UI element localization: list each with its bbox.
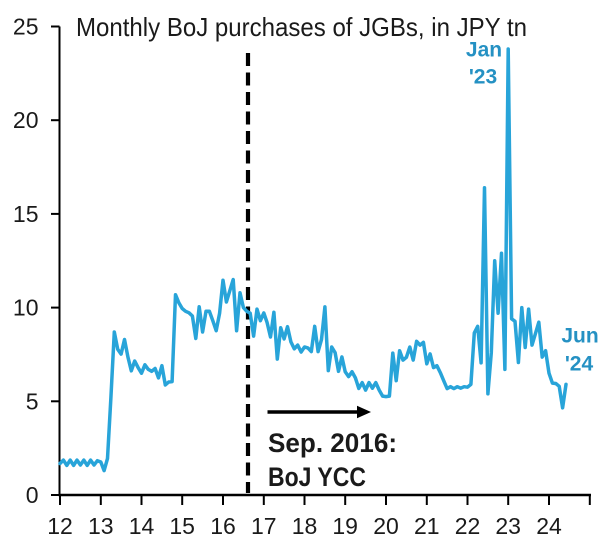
- svg-text:12: 12: [47, 513, 73, 539]
- svg-text:24: 24: [536, 513, 562, 539]
- svg-text:19: 19: [332, 513, 358, 539]
- svg-text:10: 10: [13, 295, 39, 321]
- svg-text:BoJ YCC: BoJ YCC: [268, 462, 366, 492]
- svg-text:15: 15: [169, 513, 195, 539]
- svg-text:17: 17: [251, 513, 277, 539]
- svg-text:'24: '24: [565, 353, 594, 376]
- svg-text:21: 21: [414, 513, 440, 539]
- svg-text:0: 0: [26, 482, 39, 508]
- svg-text:14: 14: [129, 513, 155, 539]
- svg-text:Jan: Jan: [466, 39, 502, 62]
- svg-text:15: 15: [13, 201, 39, 227]
- svg-text:Monthly BoJ purchases of JGBs,: Monthly BoJ purchases of JGBs, in JPY tn: [76, 12, 527, 42]
- svg-text:20: 20: [13, 107, 39, 133]
- svg-text:5: 5: [26, 388, 39, 414]
- svg-text:22: 22: [455, 513, 481, 539]
- svg-text:16: 16: [210, 513, 236, 539]
- svg-text:'23: '23: [469, 66, 497, 89]
- svg-text:25: 25: [13, 14, 39, 40]
- svg-text:23: 23: [495, 513, 521, 539]
- svg-text:20: 20: [373, 513, 399, 539]
- svg-text:Sep. 2016:: Sep. 2016:: [268, 428, 397, 458]
- svg-text:18: 18: [292, 513, 318, 539]
- svg-text:13: 13: [88, 513, 114, 539]
- svg-text:Jun: Jun: [561, 325, 598, 348]
